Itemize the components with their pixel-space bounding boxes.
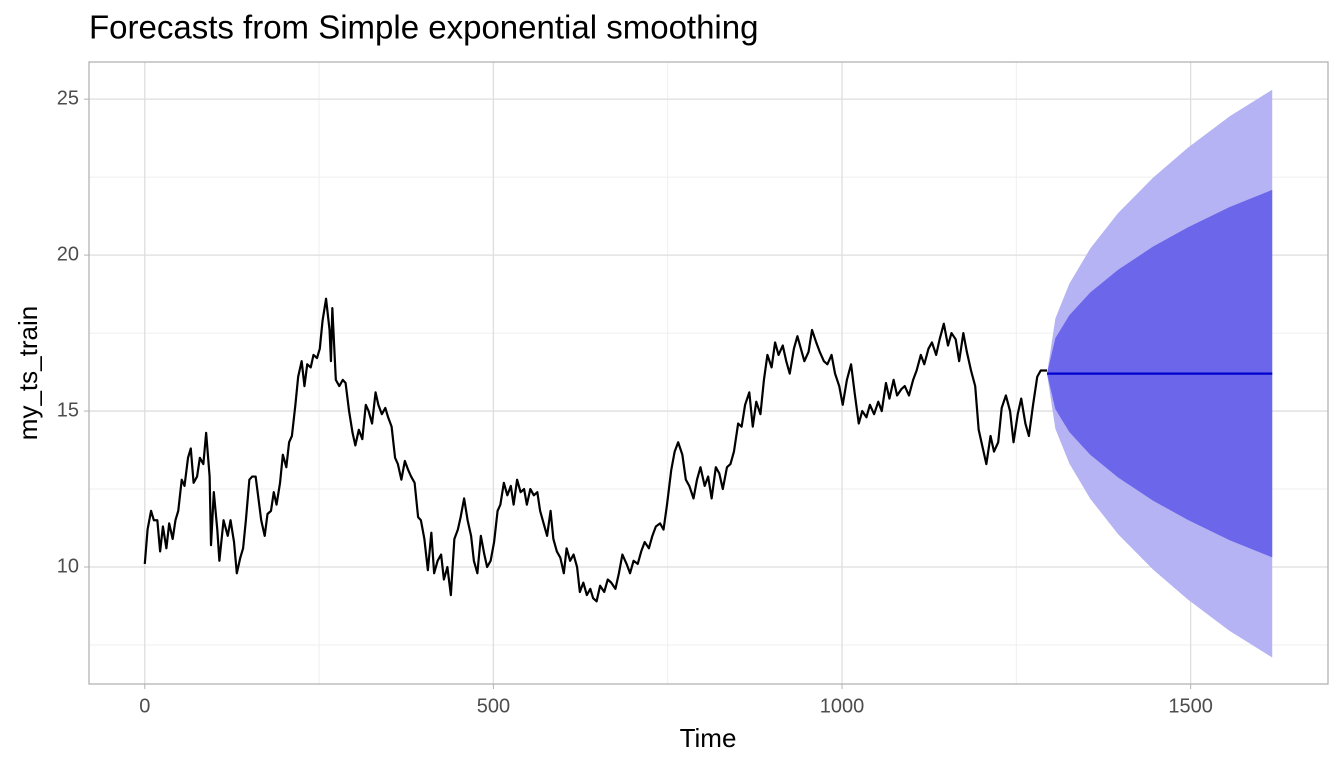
x-tick-label: 500 (477, 695, 510, 717)
x-tick-label: 1500 (1168, 695, 1213, 717)
y-tick-label: 10 (57, 555, 79, 577)
chart-title: Forecasts from Simple exponential smooth… (89, 9, 758, 46)
x-tick-label: 1000 (820, 695, 865, 717)
panel-border (88, 61, 1329, 685)
y-tick-label: 15 (57, 399, 79, 421)
y-axis-title: my_ts_train (13, 306, 43, 440)
series-line (143, 297, 1048, 603)
x-axis-title: Time (680, 723, 737, 753)
y-tick-label: 25 (57, 87, 79, 109)
y-tick-label: 20 (57, 243, 79, 265)
x-tick-label: 0 (139, 695, 150, 717)
